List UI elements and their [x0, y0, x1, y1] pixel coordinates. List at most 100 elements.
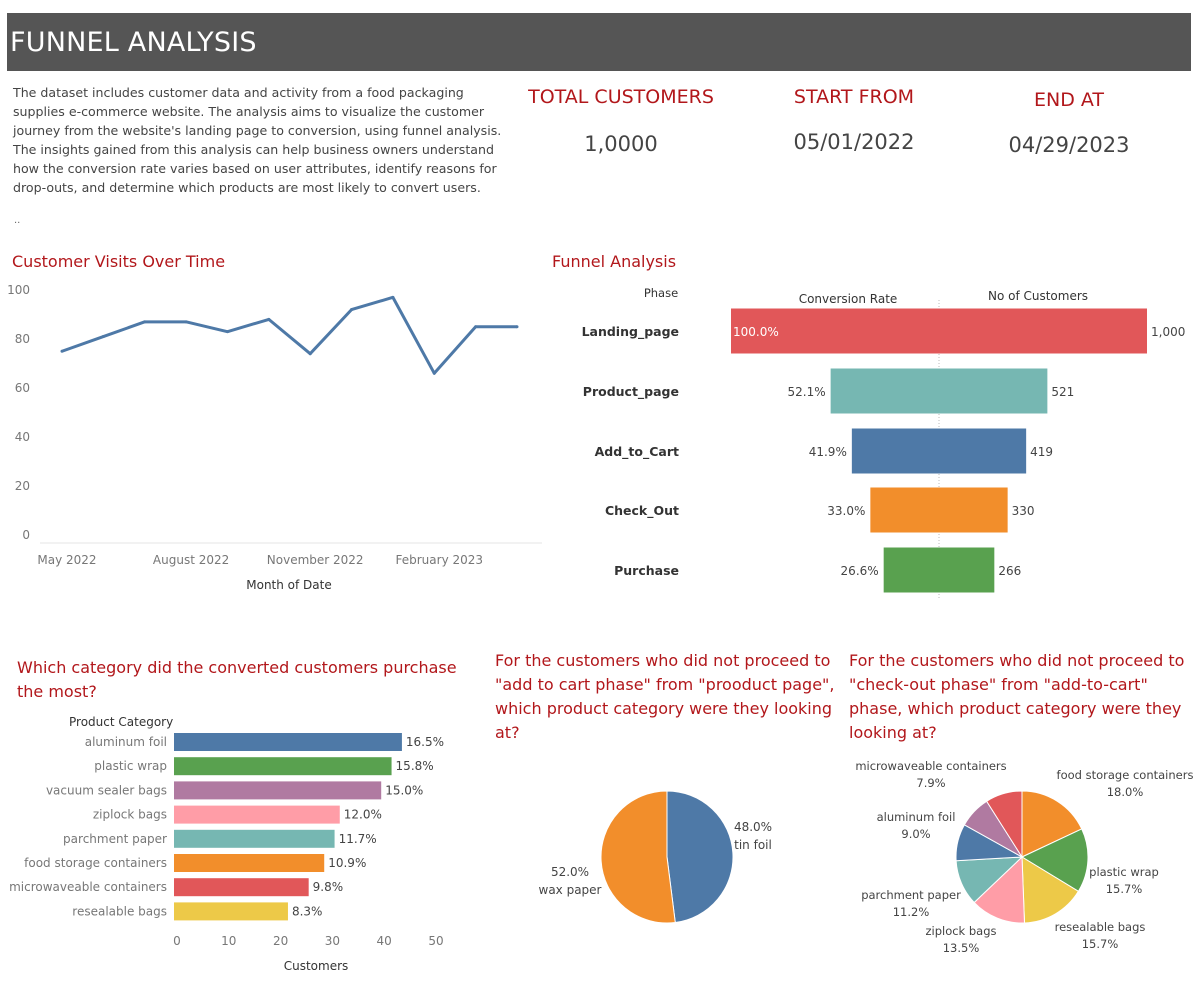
- pie-percent-label: 18.0%: [1107, 785, 1144, 799]
- converted-x-tick-label: 50: [428, 934, 443, 948]
- pie-category-label: aluminum foil: [877, 810, 956, 824]
- funnel-chart-title: Funnel Analysis: [552, 252, 677, 271]
- funnel-phase-label: Check_Out: [605, 503, 679, 519]
- visits-point: [391, 295, 395, 299]
- funnel-left-header: Conversion Rate: [799, 292, 898, 306]
- page-title: FUNNEL ANALYSIS: [10, 27, 257, 58]
- funnel-rate-label: 52.1%: [788, 385, 826, 399]
- converted-category-bar-chart: Product Category aluminum foil 16.5% plasti…: [9, 715, 444, 973]
- visits-line-chart: 0 20 40 60 80 100 May 2022 August 2022 November …: [7, 283, 542, 592]
- converted-percent-label: 15.8%: [396, 759, 434, 773]
- funnel-phase-label: Purchase: [614, 563, 679, 578]
- funnel-rate-label: 33.0%: [827, 504, 865, 518]
- visits-chart-title: Customer Visits Over Time: [12, 252, 226, 271]
- converted-x-axis-title: Customers: [284, 959, 349, 973]
- y-tick-label: 0: [22, 528, 30, 542]
- pie-category-label: plastic wrap: [1089, 865, 1159, 879]
- funnel-phase-label: Product_page: [583, 384, 679, 400]
- kpi-end-at-label: END AT: [1033, 89, 1105, 111]
- pie-category-label: microwaveable containers: [855, 759, 1006, 773]
- converted-percent-label: 12.0%: [344, 808, 382, 822]
- pie-slice: [1021, 790, 1083, 858]
- converted-category-label: food storage containers: [24, 856, 167, 870]
- visits-point: [432, 371, 436, 375]
- y-tick-label: 80: [15, 332, 30, 346]
- intro-text: The dataset includes customer data and a…: [13, 85, 502, 195]
- pie-product-title: For the customers who did not proceed to…: [495, 651, 835, 742]
- pie-slice: [973, 855, 1026, 924]
- pie-slice: [1021, 856, 1080, 924]
- pie-percent-label: 7.9%: [916, 776, 945, 790]
- funnel-bar: [830, 368, 1048, 414]
- converted-bar: [174, 854, 325, 872]
- converted-row-header: Product Category: [69, 715, 173, 729]
- pie-category-label: wax paper: [539, 883, 602, 897]
- converted-category-label: microwaveable containers: [9, 880, 167, 894]
- converted-bar: [174, 781, 382, 800]
- funnel-bar: [870, 487, 1008, 533]
- funnel-bar: [851, 428, 1027, 474]
- converted-x-tick-label: 30: [325, 934, 340, 948]
- intro-dots: ..: [14, 215, 21, 226]
- converted-bar: [174, 733, 402, 751]
- converted-percent-label: 16.5%: [406, 735, 444, 749]
- converted-bar: [174, 805, 340, 824]
- kpi-total-customers-value: 1,0000: [584, 132, 658, 156]
- x-tick-label: November 2022: [267, 553, 364, 567]
- visits-point: [60, 349, 64, 353]
- pie-category-label: tin foil: [734, 838, 772, 852]
- converted-percent-label: 8.3%: [292, 904, 323, 918]
- visits-series-line: [61, 295, 517, 375]
- kpi-start-from-value: 05/01/2022: [793, 130, 915, 154]
- pie-category-label: resealable bags: [1055, 920, 1146, 934]
- converted-percent-label: 11.7%: [339, 832, 377, 846]
- funnel-count-label: 1,000: [1151, 325, 1185, 339]
- funnel-rate-label: 26.6%: [841, 564, 879, 578]
- funnel-row-header: Phase: [644, 286, 678, 300]
- visits-point: [101, 335, 105, 339]
- pie-slice: [985, 790, 1023, 859]
- visits-point: [143, 320, 147, 324]
- converted-x-tick-label: 20: [273, 934, 288, 948]
- pie-percent-label: 9.0%: [901, 827, 930, 841]
- funnel-phase-label: Landing_page: [582, 324, 679, 340]
- kpi-total-customers-label: TOTAL CUSTOMERS: [528, 86, 714, 108]
- pie-percent-label: 15.7%: [1082, 937, 1119, 951]
- x-axis-title: Month of Date: [246, 578, 332, 592]
- pie-cart-chart: food storage containers 18.0% plastic wrap…: [855, 759, 1194, 955]
- converted-x-tick-label: 0: [173, 934, 181, 948]
- pie-slice: [600, 790, 676, 924]
- x-tick-label: February 2023: [396, 553, 484, 567]
- pie-slice: [1020, 828, 1089, 892]
- converted-percent-label: 10.9%: [328, 856, 366, 870]
- converted-category-label: vacuum sealer bags: [46, 783, 167, 797]
- funnel-phase-label: Add_to_Cart: [595, 444, 679, 460]
- header-bar: [7, 13, 1191, 71]
- converted-x-tick-label: 10: [221, 934, 236, 948]
- pie-product-chart: 48.0% tin foil 52.0% wax paper: [539, 790, 772, 924]
- converted-category-label: plastic wrap: [94, 759, 167, 773]
- funnel-bar-chart: Phase Conversion Rate No of Customers Landi…: [582, 286, 1185, 600]
- funnel-count-label: 521: [1051, 385, 1074, 399]
- funnel-bar: [883, 547, 995, 593]
- x-tick-label: August 2022: [153, 553, 229, 567]
- converted-category-label: ziplock bags: [93, 808, 167, 822]
- pie-percent-label: 52.0%: [551, 865, 589, 879]
- pie-percent-label: 48.0%: [734, 820, 772, 834]
- pie-category-label: food storage containers: [1057, 768, 1194, 782]
- pie-percent-label: 15.7%: [1106, 882, 1143, 896]
- converted-percent-label: 15.0%: [385, 783, 423, 797]
- kpi-end-at-value: 04/29/2023: [1008, 133, 1130, 157]
- y-tick-label: 40: [15, 430, 30, 444]
- visits-point: [267, 317, 271, 321]
- visits-point: [308, 352, 312, 356]
- funnel-count-label: 419: [1030, 445, 1053, 459]
- converted-chart-title: Which category did the converted custome…: [17, 658, 457, 701]
- pie-percent-label: 11.2%: [893, 905, 930, 919]
- funnel-bar: [731, 308, 1147, 354]
- converted-category-label: parchment paper: [63, 832, 167, 846]
- converted-bar: [174, 902, 288, 921]
- pie-category-label: ziplock bags: [925, 924, 996, 938]
- visits-point: [225, 330, 229, 334]
- pie-category-label: parchment paper: [861, 888, 961, 902]
